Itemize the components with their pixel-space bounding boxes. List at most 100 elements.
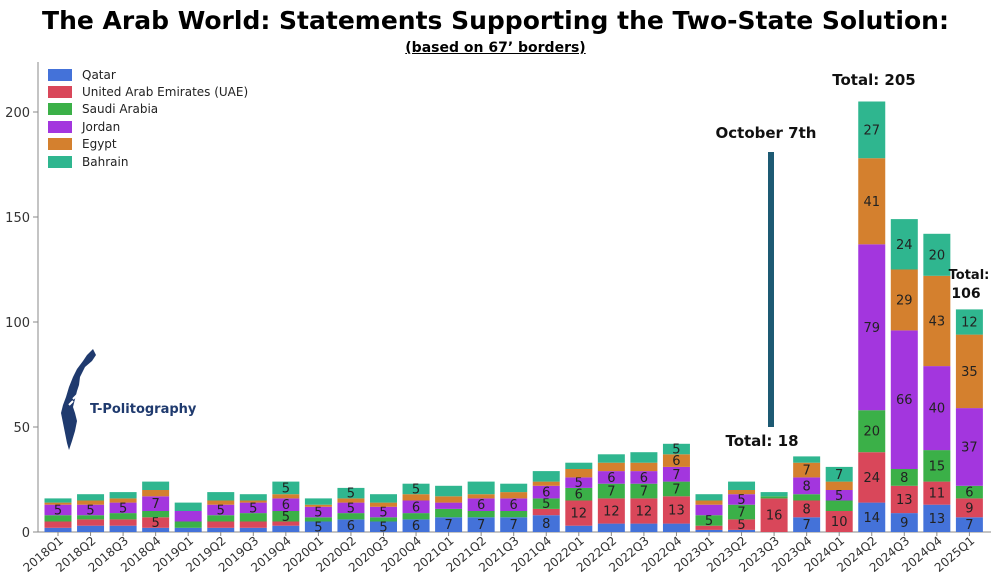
bar-segment [44,521,72,528]
bar-value-label: 29 [896,293,913,308]
bar-segment [304,506,332,518]
bar-segment [955,408,983,486]
legend-swatch [48,120,72,133]
bar-segment [174,502,202,511]
bar-value-label: 5 [54,503,62,518]
legend-swatch [48,68,72,81]
bar-segment [825,511,853,532]
bar-value-label: 6 [607,471,615,486]
bar-value-label: 20 [863,425,880,440]
bar-value-label: 5 [347,501,355,516]
bar-segment [304,517,332,522]
bar-segment [728,490,756,495]
bar-segment [304,498,332,505]
october-7th-label: October 7th [716,124,817,142]
bar-segment [532,481,560,486]
bar-value-label: 12 [961,316,978,331]
bar-value-label: 6 [510,498,518,513]
bar-segment [174,511,202,522]
bar-value-label: 8 [900,471,908,486]
bar-segment [402,494,430,501]
bar-value-label: 5 [347,487,355,502]
bar-segment [467,511,495,518]
bar-segment [760,498,788,532]
y-tick-label: 100 [5,316,30,331]
legend-swatch [48,138,72,151]
bar-value-label: 13 [929,512,946,527]
bar-segment [858,410,886,453]
legend-item: Jordan [48,118,248,135]
bar-segment [858,101,886,159]
bar-segment [858,502,886,532]
bar-value-label: 5 [737,493,745,508]
bar-value-label: 5 [737,518,745,533]
legend-label: Bahrain [82,154,129,169]
bar-value-label: 7 [803,518,811,533]
bar-segment [402,519,430,532]
bar-segment [695,494,723,501]
bar-segment [825,481,853,490]
y-axis: 0 50 100 150 200 [5,106,38,541]
y-tick-label: 50 [13,421,30,436]
bar-segment [500,517,528,532]
bar-value-label: 35 [961,365,978,380]
bar-segment [467,494,495,499]
bar-value-label: 5 [249,501,257,516]
bar-segment [760,496,788,499]
bar-segment [662,454,690,467]
bar-segment [370,521,397,532]
bar-value-label: 16 [766,509,783,524]
bar-value-label: 37 [961,440,978,455]
bar-segment [207,527,235,532]
bar-segment [532,515,560,532]
bar-value-label: 6 [347,519,355,534]
bar-segment [955,309,983,335]
bar-value-label: 7 [477,518,485,533]
bar-value-label: 40 [929,402,946,417]
bar-value-label: 8 [803,479,811,494]
bar-segment [337,498,365,503]
bar-segment [304,521,332,532]
bar-segment [272,511,300,522]
legend-label: Jordan [82,119,121,134]
bar-segment [370,506,397,518]
bar-segment [923,366,951,451]
bar-segment [337,487,365,499]
legend-swatch [48,155,72,168]
bar-segment [728,481,756,490]
bar-segment [695,525,723,530]
bar-value-label: 7 [672,482,680,497]
bar-segment [630,452,658,463]
bar-value-label: 5 [152,516,160,531]
bar-value-label: 5 [835,489,843,504]
bar-segment [77,525,105,532]
bar-segment [142,481,170,490]
bar-segment [109,525,137,532]
bar-segment [793,517,821,532]
logo-text: T-Politography [90,402,197,417]
bar-value-label: 12 [603,505,620,520]
bar-value-label: 6 [965,486,973,501]
bar-segment [370,502,397,507]
bar-segment [890,485,918,514]
bar-segment [272,481,300,495]
bar-segment [109,492,137,499]
bar-value-label: 24 [863,471,880,486]
bar-value-label: 7 [510,518,518,533]
bar-segment [435,496,463,503]
legend-label: United Arab Emirates (UAE) [82,85,249,100]
bar-value-label: 41 [863,195,880,210]
bar-segment [793,500,821,518]
bar-segment [597,498,625,524]
bar-segment [239,527,267,532]
total-106-label-line2: 106 [951,286,980,302]
legend-swatch [48,103,72,116]
bar-segment [597,471,625,484]
bar-segment [695,500,723,505]
bar-segment [695,504,723,516]
bar-segment [435,485,463,497]
bar-segment [174,521,202,528]
chart-legend: Qatar United Arab Emirates (UAE) Saudi Ara… [48,66,248,170]
y-tick-label: 200 [5,106,30,121]
bar-segment [402,483,430,495]
